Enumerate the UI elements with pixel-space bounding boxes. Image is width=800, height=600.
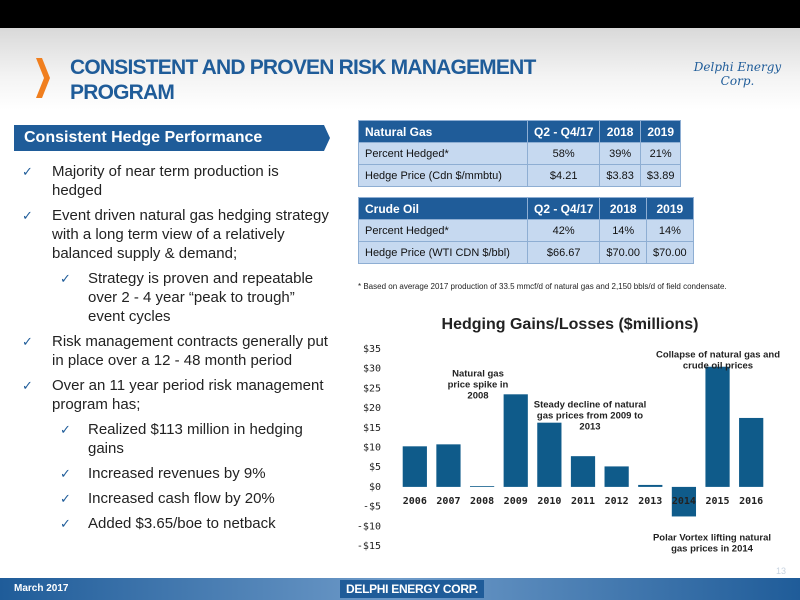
y-tick-label: $0 [369, 482, 381, 493]
x-tick-label: 2015 [705, 496, 729, 507]
logo: Delphi Energy Corp. [693, 60, 782, 88]
page-number: 13 [776, 566, 787, 576]
x-tick-label: 2007 [436, 496, 460, 507]
y-tick-label: $25 [363, 383, 381, 394]
table-cell: $3.89 [639, 164, 682, 187]
bar [436, 444, 461, 487]
table-header-cell: 2018 [599, 197, 648, 220]
table-cell: $66.67 [526, 241, 601, 264]
table-header-cell: Crude Oil [358, 197, 528, 220]
table-header-cell: Natural Gas [358, 120, 528, 143]
annotation: 2013 [579, 422, 600, 433]
bullet: Risk management contracts generally put … [22, 332, 332, 370]
bar [671, 486, 697, 517]
sub-bullet: Increased revenues by 9% [22, 464, 332, 483]
y-tick-label: $30 [363, 364, 381, 375]
hedge-table: Natural Gas Q2 - Q4/17 2018 2019 Percent Hed… [358, 120, 682, 187]
section-title: Consistent Hedge Performance [14, 125, 320, 151]
table-cell: Hedge Price (WTI CDN $/bbl) [358, 241, 528, 264]
y-tick-label: $35 [363, 344, 381, 355]
table-header-row: Crude Oil Q2 - Q4/17 2018 2019 [358, 197, 694, 220]
hedge-table: Crude Oil Q2 - Q4/17 2018 2019 Percent Hedge… [358, 197, 694, 264]
x-tick-label: 2010 [537, 496, 561, 507]
bullet: Over an 11 year period risk management p… [22, 376, 332, 414]
table-cell: Percent Hedged* [358, 219, 528, 242]
table-header-cell: 2019 [639, 120, 682, 143]
bar [537, 422, 562, 487]
x-tick-label: 2013 [638, 496, 662, 507]
footnote: * Based on average 2017 production of 33… [358, 282, 727, 291]
table-header-row: Natural Gas Q2 - Q4/17 2018 2019 [358, 120, 682, 143]
sub-bullet: Strategy is proven and repeatable over 2… [22, 269, 332, 326]
x-tick-label: 2012 [605, 496, 629, 507]
table-header-cell: Q2 - Q4/17 [526, 120, 601, 143]
bullet: Event driven natural gas hedging strateg… [22, 206, 332, 263]
table-cell: $70.00 [646, 241, 694, 264]
x-tick-label: 2014 [672, 496, 696, 507]
annotation: gas prices in 2014 [671, 544, 754, 555]
bar [503, 394, 528, 487]
chart: Hedging Gains/Losses ($millions) $35 $30 $… [357, 316, 780, 555]
annotation: Natural gas [452, 369, 504, 380]
bar [570, 456, 596, 487]
y-tick-label: $5 [369, 462, 381, 473]
table-header-cell: 2019 [646, 197, 694, 220]
x-tick-label: 2006 [403, 496, 427, 507]
slide-title: CONSISTENT AND PROVEN RISK MANAGEMENT PR… [70, 56, 536, 104]
sub-bullet: Added $3.65/boe to netback [22, 514, 332, 533]
table-cell: $3.83 [599, 164, 641, 187]
table-row: Hedge Price (WTI CDN $/bbl) $66.67 $70.00 $… [358, 241, 694, 264]
y-tick-label: $10 [363, 443, 381, 454]
bar [705, 366, 730, 487]
table-cell: 14% [646, 219, 694, 242]
table-cell: Hedge Price (Cdn $/mmbtu) [358, 164, 528, 187]
y-tick-label: -$10 [357, 521, 381, 532]
header-band [0, 28, 800, 110]
chart-title: Hedging Gains/Losses ($millions) [442, 316, 699, 333]
bar [604, 466, 629, 487]
bullet: Majority of near term production is hedg… [22, 162, 332, 200]
table-cell: 42% [526, 219, 601, 242]
table-cell: Percent Hedged* [358, 142, 528, 165]
table-cell: 58% [526, 142, 601, 165]
x-tick-label: 2009 [504, 496, 528, 507]
x-tick-label: 2016 [739, 496, 763, 507]
sub-bullet: Increased cash flow by 20% [22, 489, 332, 508]
table-header-cell: Q2 - Q4/17 [526, 197, 601, 220]
y-tick-label: $20 [363, 403, 381, 414]
table-cell: 21% [639, 142, 682, 165]
table-cell: 39% [599, 142, 641, 165]
footer-company: DELPHI ENERGY CORP. [340, 580, 484, 598]
bar [739, 417, 764, 487]
annotation: crude oil prices [683, 361, 753, 372]
table-header-cell: 2018 [599, 120, 641, 143]
annotation: 2008 [467, 391, 488, 402]
annotation: Steady decline of natural [534, 400, 646, 411]
bar [638, 484, 663, 487]
annotation: gas prices from 2009 to [537, 411, 643, 422]
table-row: Hedge Price (Cdn $/mmbtu) $4.21 $3.83 $3.89 [358, 164, 682, 187]
section-arrow [320, 125, 330, 151]
annotation: price spike in [448, 380, 509, 391]
footer-date: March 2017 [14, 583, 69, 594]
y-tick-label: -$5 [363, 502, 381, 513]
top-bar [0, 0, 800, 28]
table-cell: $70.00 [599, 241, 648, 264]
annotation: Collapse of natural gas and [656, 350, 780, 361]
y-tick-label: $15 [363, 423, 381, 434]
x-tick-label: 2008 [470, 496, 494, 507]
bar [469, 486, 495, 487]
bar [402, 446, 427, 487]
y-tick-label: -$15 [357, 541, 381, 552]
table-row: Percent Hedged* 42% 14% 14% [358, 219, 694, 242]
annotation: Polar Vortex lifting natural [653, 533, 771, 544]
x-tick-label: 2011 [571, 496, 595, 507]
bullet-list: Majority of near term production is hedg… [22, 162, 332, 539]
table-cell: $4.21 [526, 164, 601, 187]
table-cell: 14% [599, 219, 648, 242]
chevron [36, 58, 50, 98]
table-row: Percent Hedged* 58% 39% 21% [358, 142, 682, 165]
sub-bullet: Realized $113 million in hedging gains [22, 420, 332, 458]
